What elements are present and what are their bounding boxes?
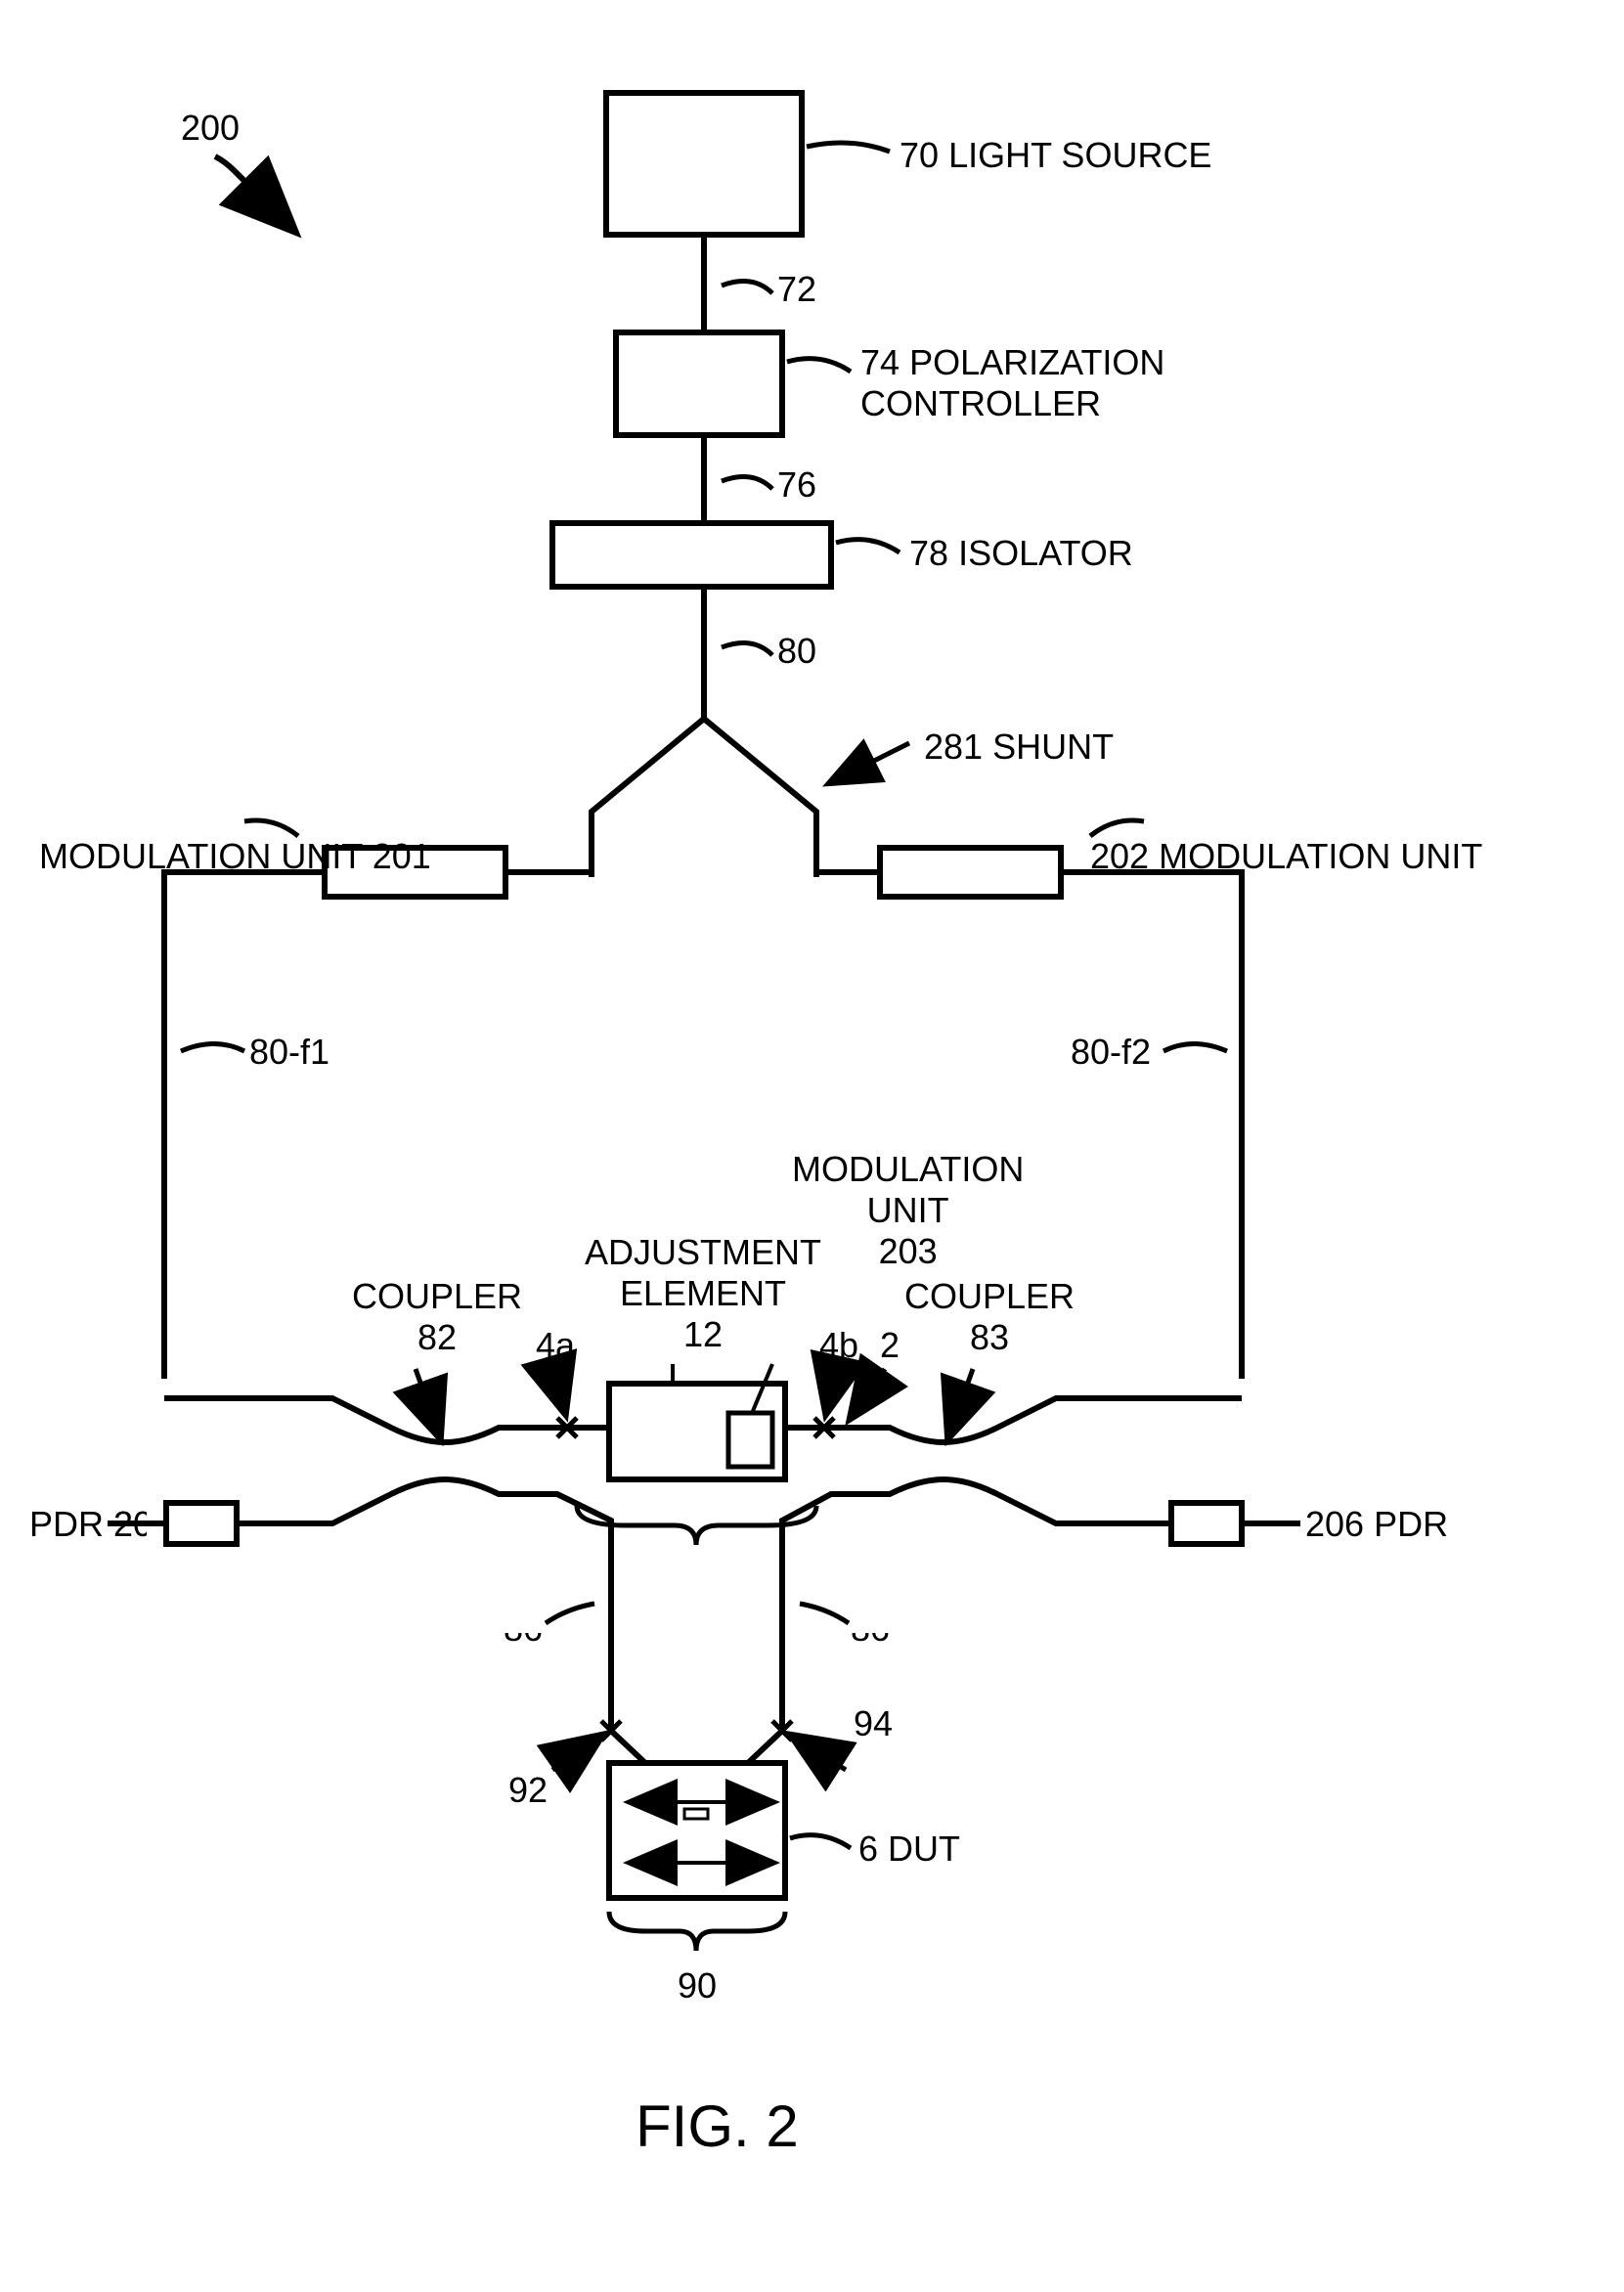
diagram-canvas: 200 70 LIGHT SOURCE 72 74 POLARIZATION C… <box>0 0 1624 2292</box>
diagram-svg-overlay <box>0 0 1624 2292</box>
